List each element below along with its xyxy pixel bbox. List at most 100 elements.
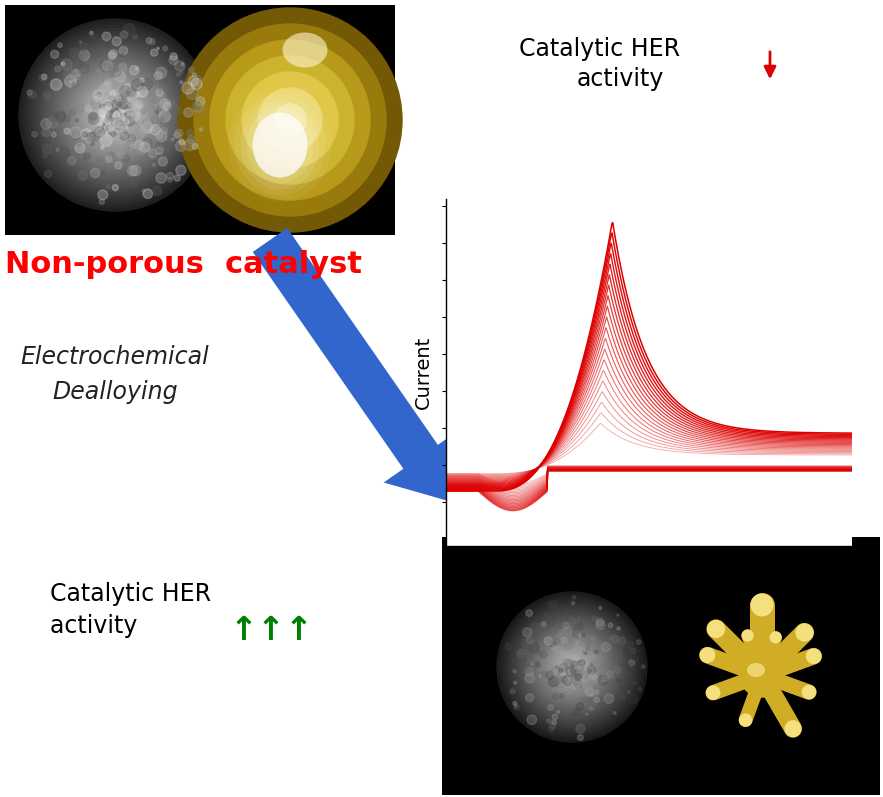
Circle shape: [740, 714, 751, 726]
Circle shape: [119, 94, 126, 101]
Circle shape: [132, 79, 143, 91]
Circle shape: [110, 112, 118, 120]
Circle shape: [119, 46, 128, 55]
Circle shape: [104, 116, 113, 126]
Circle shape: [103, 112, 115, 124]
Circle shape: [622, 693, 627, 699]
Circle shape: [51, 132, 57, 137]
Circle shape: [119, 64, 127, 71]
Circle shape: [617, 678, 622, 683]
Circle shape: [125, 84, 132, 90]
Circle shape: [561, 629, 565, 633]
Circle shape: [77, 77, 154, 153]
Circle shape: [57, 57, 172, 173]
Circle shape: [573, 628, 575, 630]
Circle shape: [112, 112, 118, 119]
Circle shape: [120, 132, 129, 140]
Circle shape: [582, 633, 585, 637]
Circle shape: [115, 147, 123, 155]
Circle shape: [97, 92, 102, 96]
Circle shape: [189, 67, 194, 73]
Circle shape: [601, 673, 609, 681]
Circle shape: [91, 116, 96, 122]
Circle shape: [555, 665, 558, 668]
Circle shape: [73, 103, 84, 114]
Circle shape: [171, 138, 174, 141]
Circle shape: [570, 660, 578, 669]
Circle shape: [119, 86, 131, 97]
Circle shape: [140, 143, 150, 152]
Circle shape: [155, 67, 167, 78]
Circle shape: [574, 680, 583, 689]
Circle shape: [578, 699, 587, 707]
Circle shape: [565, 660, 575, 669]
Circle shape: [506, 601, 638, 733]
Circle shape: [536, 631, 608, 703]
Ellipse shape: [283, 33, 328, 68]
Circle shape: [570, 666, 574, 669]
Circle shape: [629, 660, 635, 665]
Circle shape: [93, 115, 96, 119]
Circle shape: [160, 117, 164, 122]
Circle shape: [153, 186, 162, 195]
Circle shape: [86, 150, 96, 161]
Text: activity: activity: [50, 614, 153, 638]
Circle shape: [552, 714, 557, 720]
Circle shape: [576, 668, 584, 676]
Circle shape: [22, 22, 208, 208]
Circle shape: [91, 50, 99, 58]
Circle shape: [32, 32, 198, 198]
Circle shape: [573, 709, 579, 716]
Circle shape: [141, 108, 147, 114]
Circle shape: [64, 116, 71, 122]
Circle shape: [168, 178, 172, 183]
Circle shape: [41, 119, 51, 129]
Circle shape: [94, 115, 104, 124]
Circle shape: [170, 56, 177, 65]
Circle shape: [94, 89, 103, 100]
Circle shape: [136, 128, 146, 138]
Circle shape: [533, 628, 611, 706]
Circle shape: [56, 148, 59, 151]
Circle shape: [545, 640, 599, 694]
Text: Electrochemical: Electrochemical: [20, 345, 209, 369]
Circle shape: [80, 69, 87, 76]
Circle shape: [95, 96, 134, 134]
Circle shape: [92, 36, 94, 39]
Circle shape: [104, 79, 112, 87]
Circle shape: [155, 92, 167, 103]
Circle shape: [577, 624, 584, 630]
Circle shape: [125, 116, 135, 126]
Circle shape: [106, 156, 112, 163]
Circle shape: [58, 43, 63, 47]
Circle shape: [85, 105, 92, 112]
Circle shape: [564, 649, 567, 652]
Circle shape: [180, 81, 183, 84]
Circle shape: [42, 74, 47, 80]
Ellipse shape: [240, 100, 320, 190]
Circle shape: [55, 112, 65, 123]
Circle shape: [549, 727, 554, 732]
Circle shape: [185, 146, 187, 148]
Circle shape: [81, 129, 92, 139]
Circle shape: [35, 35, 195, 195]
Circle shape: [99, 129, 102, 133]
Circle shape: [106, 111, 116, 120]
Circle shape: [19, 19, 211, 211]
Circle shape: [142, 122, 153, 133]
Circle shape: [571, 602, 575, 605]
Circle shape: [192, 73, 196, 77]
Circle shape: [163, 46, 168, 51]
Circle shape: [594, 697, 600, 702]
Circle shape: [110, 79, 116, 83]
Circle shape: [113, 111, 124, 122]
Circle shape: [570, 665, 577, 673]
Circle shape: [88, 113, 99, 124]
Circle shape: [588, 698, 592, 702]
Circle shape: [592, 616, 597, 622]
Circle shape: [599, 607, 601, 609]
Circle shape: [125, 105, 128, 108]
Circle shape: [124, 24, 135, 35]
Circle shape: [163, 78, 169, 83]
Circle shape: [575, 673, 583, 681]
